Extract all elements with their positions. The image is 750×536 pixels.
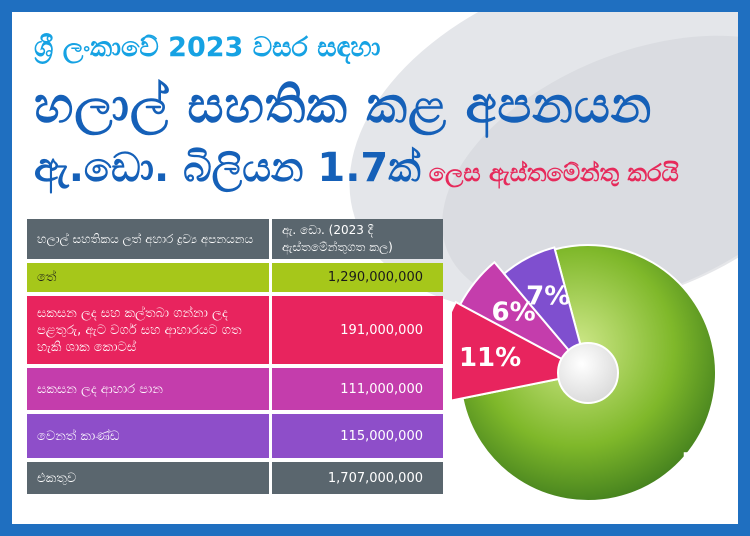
row-label: සකසන ලද ආහාර පාන (27, 368, 272, 410)
pie-slice (458, 260, 589, 374)
table-header-row: හලාල් සහතිකය ලත් අහාර ද්‍රව්‍ය අපනයනය ඇ.… (27, 219, 443, 259)
pie-slice-label: 76% (682, 448, 750, 483)
table-row: සකසන ලද ආහාර පාන 111,000,000 (27, 368, 443, 410)
headline-line-3: ඇ.ඩො. බිලියන 1.7ක් ලෙස ඇස්තමේන්තු කරයි (34, 145, 679, 191)
col-header-category: හලාල් සහතිකය ලත් අහාර ද්‍රව්‍ය අපනයනය (27, 219, 272, 259)
headline-amount: ඇ.ඩො. බිලියන 1.7ක් (34, 145, 421, 191)
export-table: හලාල් සහතිකය ලත් අහාර ද්‍රව්‍ය අපනයනය ඇ.… (27, 215, 443, 498)
pie-center-hub (557, 342, 619, 404)
row-label: තේ (27, 263, 272, 292)
row-label: වෙනත් කාණ්ඩ (27, 414, 272, 458)
pie-slice (452, 300, 591, 402)
pie-slice (502, 246, 589, 374)
table-row: සකසන ලද සහ කල්තබා ගන්නා ලද පළතුරු, ඇට වර… (27, 296, 443, 364)
headline-suffix: ලෙස ඇස්තමේන්තු කරයි (428, 159, 679, 187)
pie-slice-label: 7% (526, 281, 570, 311)
pie-slice-label: 6% (492, 297, 536, 327)
table-row: වෙනත් කාණ්ඩ 115,000,000 (27, 414, 443, 458)
col-header-value: ඇ. ඩො. (2023 දී ඇස්තමේන්තුගත කල) (272, 219, 443, 259)
row-value: 111,000,000 (272, 368, 443, 410)
pie-chart: 76% 11% 6%7% (452, 244, 750, 502)
table-row: තේ 1,290,000,000 (27, 263, 443, 292)
row-label: සකසන ලද සහ කල්තබා ගන්නා ලද පළතුරු, ඇට වර… (27, 296, 272, 364)
table-total-row: එකතුව 1,707,000,000 (27, 462, 443, 494)
row-value: 115,000,000 (272, 414, 443, 458)
headline-line-2: හලාල් සහතික කළ අපනයන (34, 76, 653, 134)
total-label: එකතුව (27, 462, 272, 494)
headline-line-1: ශ්‍රී ලංකාවේ 2023 වසර සඳහා (34, 32, 381, 63)
total-value: 1,707,000,000 (272, 462, 443, 494)
pie-slice-label: 11% (459, 343, 521, 373)
row-value: 1,290,000,000 (272, 263, 443, 292)
row-value: 191,000,000 (272, 296, 443, 364)
